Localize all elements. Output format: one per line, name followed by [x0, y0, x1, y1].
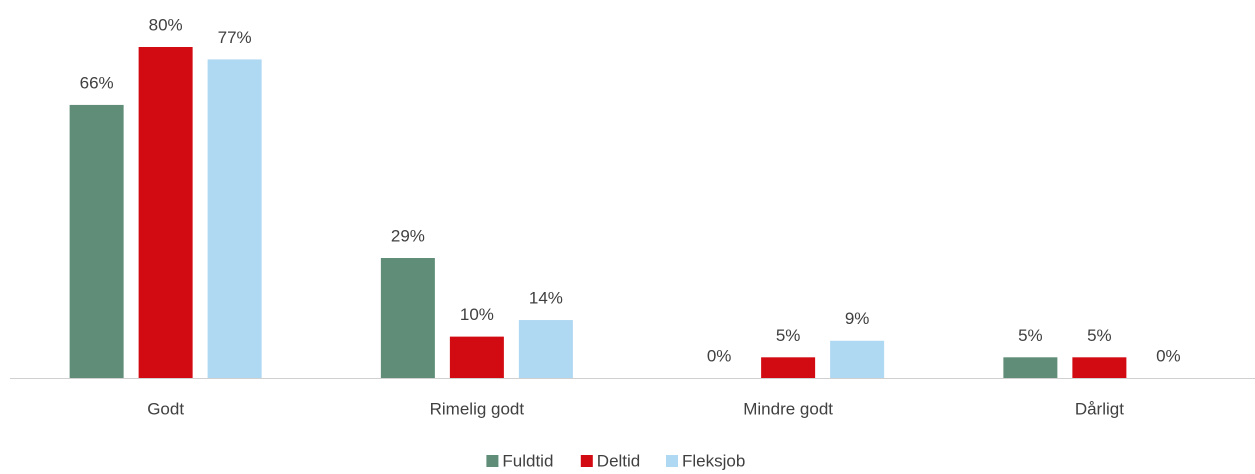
data-label: 80%: [149, 15, 183, 34]
legend-swatch: [580, 455, 593, 467]
legend-label: Fleksjob: [682, 451, 745, 470]
data-label: 0%: [1156, 346, 1181, 365]
x-tick-label: Mindre godt: [743, 399, 833, 418]
legend-swatch: [486, 455, 499, 467]
bar: [1072, 357, 1127, 378]
bar: [380, 258, 435, 378]
bar: [1003, 357, 1058, 378]
x-tick-label: Dårligt: [1075, 399, 1124, 418]
data-label: 66%: [80, 73, 114, 92]
x-tick-label: Rimelig godt: [430, 399, 525, 418]
data-label: 10%: [460, 305, 494, 324]
bar: [761, 357, 816, 378]
data-label: 9%: [845, 309, 870, 328]
data-label: 29%: [391, 226, 425, 245]
legend-label: Deltid: [597, 451, 640, 470]
bar: [518, 320, 573, 378]
bar: [449, 336, 504, 378]
data-label: 5%: [776, 326, 801, 345]
data-label: 5%: [1087, 326, 1112, 345]
data-label: 14%: [529, 289, 563, 308]
data-label: 5%: [1018, 326, 1043, 345]
legend-label: Fuldtid: [502, 451, 553, 470]
bar: [830, 340, 885, 378]
bar: [69, 104, 124, 379]
data-label: 77%: [218, 28, 252, 47]
data-label: 0%: [707, 346, 732, 365]
bar: [138, 47, 193, 378]
bar: [207, 59, 262, 378]
legend-swatch: [666, 455, 678, 467]
x-tick-label: Godt: [147, 399, 184, 418]
